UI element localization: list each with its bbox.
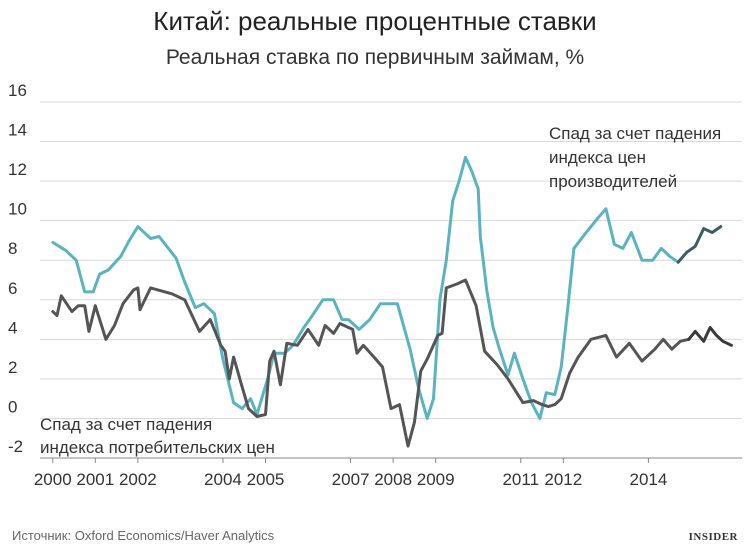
x-tick-label: 2014: [629, 470, 667, 489]
x-tick-label: 2000: [34, 470, 72, 489]
x-tick-label: 2002: [119, 470, 157, 489]
x-tick-label: 2009: [417, 470, 455, 489]
gridlines: [40, 101, 742, 459]
y-tick-label: 6: [8, 279, 17, 298]
y-tick-label: 8: [8, 239, 17, 258]
y-tick-label: 14: [8, 121, 27, 140]
y-tick-label: 2: [8, 358, 17, 377]
cpi-annotation-line-1: Спад за счет падения: [40, 415, 212, 434]
insider-logo: INSIDER: [689, 531, 739, 543]
chart-title: Китай: реальные процентные ставки: [153, 6, 596, 36]
series-lines: [51, 155, 733, 448]
series-line-3: [687, 326, 733, 347]
y-axis-ticks: -2 0 2 4 6 8 10 12 14 16: [8, 81, 27, 456]
y-tick-label: 10: [8, 200, 27, 219]
ppi-annotation-line-2: индекса цен: [549, 148, 646, 167]
x-tick-label: 2005: [247, 470, 285, 489]
y-tick-label: 4: [8, 318, 17, 337]
x-tick-label: 2011: [502, 470, 539, 489]
series-line-0: [51, 155, 680, 420]
x-tick-label: 2004: [204, 470, 242, 489]
series-line-2: [51, 278, 691, 448]
source-note: Источник: Oxford Economics/Haver Analyti…: [12, 528, 275, 543]
x-tick-label: 2012: [544, 470, 582, 489]
series-line-1: [676, 225, 723, 264]
y-tick-label: -2: [8, 437, 23, 456]
y-tick-label: 0: [8, 397, 17, 416]
chart-subtitle: Реальная ставка по первичным займам, %: [166, 46, 584, 69]
x-tick-label: 2008: [374, 470, 412, 489]
ppi-annotation-line-1: Спад за счет падения: [549, 124, 721, 143]
x-tick-label: 2007: [332, 470, 370, 489]
y-tick-label: 12: [8, 160, 27, 179]
y-tick-label: 16: [8, 81, 27, 100]
x-axis-ticks: 2000 2001 2002 2004 2005 2007 2008 2009 2011 2012…: [34, 458, 667, 489]
cpi-annotation-line-2: индекса потребительских цен: [40, 438, 275, 457]
ppi-annotation-line-3: производителей: [549, 172, 677, 191]
x-tick-label: 2001: [76, 470, 114, 489]
